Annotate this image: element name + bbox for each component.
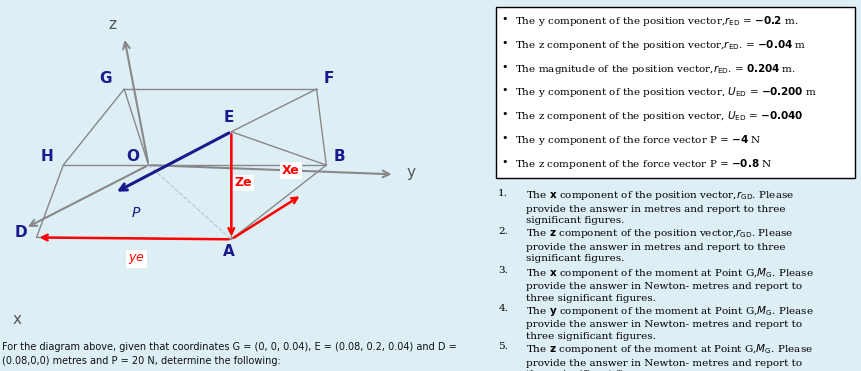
Text: The $\mathbf{y}$ component of the moment at Point G,$M_{\rm G}$. Please
provide : The $\mathbf{y}$ component of the moment… xyxy=(526,304,813,341)
FancyBboxPatch shape xyxy=(496,7,853,178)
Text: •: • xyxy=(501,157,508,167)
Text: The z component of the position vector,$r_{\rm ED}$. = $\mathbf{-0.04}$ m: The z component of the position vector,$… xyxy=(515,38,806,52)
Text: 3.: 3. xyxy=(498,266,508,275)
Text: •: • xyxy=(501,62,508,72)
Text: 2.: 2. xyxy=(498,227,508,236)
Text: $\it{y}$$\it{e}$: $\it{y}$$\it{e}$ xyxy=(127,252,145,266)
Text: The magnitude of the position vector,$r_{\rm ED}$. = $\mathbf{0.204}$ m.: The magnitude of the position vector,$r_… xyxy=(515,62,796,76)
Text: H: H xyxy=(40,150,53,164)
Text: •: • xyxy=(501,38,508,48)
Text: •: • xyxy=(501,109,508,119)
Text: The $\mathbf{x}$ component of the moment at Point G,$M_{\rm G}$. Please
provide : The $\mathbf{x}$ component of the moment… xyxy=(526,266,813,302)
Text: •: • xyxy=(501,133,508,143)
Text: The z component of the position vector, $U_{\rm ED}$ = $\mathbf{-0.040}$: The z component of the position vector, … xyxy=(515,109,802,123)
Text: A: A xyxy=(223,244,234,259)
Text: The z component of the force vector P = $\mathbf{-0.8}$ N: The z component of the force vector P = … xyxy=(515,157,771,171)
Text: 4.: 4. xyxy=(498,304,508,313)
Text: y: y xyxy=(406,165,415,180)
Text: Ze: Ze xyxy=(234,176,252,190)
Text: The $\mathbf{x}$ component of the position vector,$r_{\rm GD}$. Please
provide t: The $\mathbf{x}$ component of the positi… xyxy=(526,189,794,225)
Text: 1.: 1. xyxy=(498,189,508,198)
Text: The y component of the force vector P = $\mathbf{-4}$ N: The y component of the force vector P = … xyxy=(515,133,761,147)
Text: O: O xyxy=(126,150,139,164)
Text: E: E xyxy=(224,111,234,125)
Text: The $\mathbf{z}$ component of the position vector,$r_{\rm GD}$. Please
provide t: The $\mathbf{z}$ component of the positi… xyxy=(526,227,793,263)
Text: The y component of the position vector,$r_{\rm ED}$ = $\mathbf{-0.2}$ m.: The y component of the position vector,$… xyxy=(515,14,797,28)
Text: •: • xyxy=(501,85,508,95)
Text: The $\mathbf{z}$ component of the moment at Point G,$M_{\rm G}$. Please
provide : The $\mathbf{z}$ component of the moment… xyxy=(526,342,813,371)
Text: $\it{P}$: $\it{P}$ xyxy=(132,206,142,220)
Text: For the diagram above, given that coordinates G = (0, 0, 0.04), E = (0.08, 0.2, : For the diagram above, given that coordi… xyxy=(3,342,456,366)
Text: z: z xyxy=(108,17,116,32)
Text: x: x xyxy=(13,312,22,326)
Text: G: G xyxy=(99,72,112,86)
Text: D: D xyxy=(14,226,27,240)
Text: Xe: Xe xyxy=(282,164,300,177)
Text: •: • xyxy=(501,14,508,24)
Text: The y component of the position vector, $U_{\rm ED}$ = $\mathbf{-0.200}$ m: The y component of the position vector, … xyxy=(515,85,816,99)
Text: B: B xyxy=(333,150,345,164)
Text: 5.: 5. xyxy=(498,342,508,351)
Text: F: F xyxy=(324,72,334,86)
